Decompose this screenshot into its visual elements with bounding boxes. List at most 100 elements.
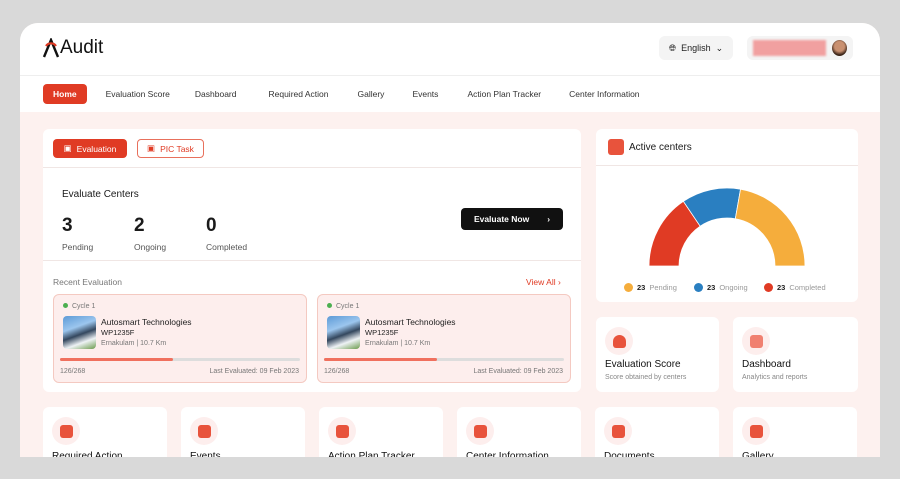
clipboard-icon: ▣ [63,143,72,153]
recent-evaluation-title: Recent Evaluation [53,277,122,287]
tile-gallery[interactable]: Gallery [733,407,857,457]
tile-title: Gallery [742,451,774,457]
building-icon [466,417,494,445]
center-name: Autosmart Technologies [101,317,192,327]
trophy-icon [605,327,633,355]
task-icon: ▣ [147,143,156,153]
legend-completed: 23 Completed [764,283,826,292]
cycle-label: Cycle 1 [327,303,359,310]
image-icon [742,417,770,445]
legend-ongoing: 23 Ongoing [694,283,748,292]
legend-count: 23 [637,283,646,292]
chart-icon [742,327,770,355]
legend-label: Completed [789,283,826,292]
cycle-text: Cycle 1 [336,303,360,310]
progress-bar [60,358,300,361]
nav-action-plan-tracker[interactable]: Action Plan Tracker [467,89,542,99]
view-all-link[interactable]: View All › [526,277,561,287]
app-window: Audit 🌐︎ English ⌄ Home Evaluation Score… [20,23,880,457]
legend-label: Pending [649,283,677,292]
language-label: English [681,43,711,53]
chevron-down-icon: ⌄ [715,42,724,53]
tile-required-action[interactable]: Required Action [43,407,167,457]
avatar[interactable] [832,40,847,56]
tile-subtitle: Analytics and reports [742,374,808,381]
progress-fill [60,358,173,361]
legend-swatch [764,283,773,292]
stat-label: Pending [62,242,94,252]
user-name-redacted [753,40,826,56]
tab-evaluation[interactable]: ▣ Evaluation [53,139,127,158]
cycle-label: Cycle 1 [63,303,95,310]
progress-count: 126/268 [60,368,86,375]
nav-dashboard[interactable]: Dashboard [194,89,237,99]
evaluation-card: ▣ Evaluation ▣ PIC Task Evaluate Centers 3… [43,129,581,392]
center-code: WP1235F [101,328,135,337]
legend-count: 23 [777,283,786,292]
evaluate-now-label: Evaluate Now [473,214,530,224]
legend-swatch [624,283,633,292]
nav-gallery[interactable]: Gallery [357,89,385,99]
progress-count: 126/268 [324,368,350,375]
progress-fill [324,358,437,361]
cycle-text: Cycle 1 [72,303,96,310]
stat-label: Ongoing [134,242,167,252]
tile-title: Required Action [52,451,123,457]
last-evaluated: Last Evaluated: 09 Feb 2023 [473,368,563,375]
active-centers-title: Active centers [629,142,692,153]
tile-evaluation-score[interactable]: Evaluation Score Score obtained by center… [596,317,719,392]
stat-completed: 0 Completed [206,215,247,252]
center-image [63,316,96,349]
logo[interactable]: Audit [42,37,103,59]
header: Audit 🌐︎ English ⌄ [20,23,880,75]
chevron-right-icon: › [557,277,561,287]
building-icon [608,139,624,155]
legend-pending: 23 Pending [624,283,677,292]
tracker-icon [328,417,356,445]
divider [596,165,858,166]
view-all-label: View All [526,277,556,287]
stat-value: 2 [134,215,145,236]
chevron-right-icon: › [547,214,551,224]
tile-action-plan-tracker[interactable]: Action Plan Tracker [319,407,443,457]
active-centers-gauge [648,187,806,267]
tile-title: Events [190,451,221,457]
legend-swatch [694,283,703,292]
recent-evaluation-card[interactable]: Cycle 1 Autosmart Technologies WP1235F E… [53,294,307,383]
divider [43,260,581,261]
status-dot [63,303,68,308]
tile-center-information[interactable]: Center Information [457,407,581,457]
divider [43,167,581,168]
stat-value: 3 [62,215,73,236]
center-code: WP1235F [365,328,399,337]
globe-icon: 🌐︎ [668,42,677,53]
stat-label: Completed [206,242,248,252]
legend-count: 23 [707,283,716,292]
stat-pending: 3 Pending [62,215,93,252]
center-location: Ernakulam | 10.7 Km [101,340,167,347]
main-nav: Home Evaluation Score Dashboard Required… [20,75,880,112]
tile-documents[interactable]: Documents [595,407,719,457]
nav-center-information[interactable]: Center Information [569,89,640,99]
tab-evaluation-label: Evaluation [76,143,117,154]
calendar-icon [190,417,218,445]
user-menu[interactable] [747,36,853,60]
tile-events[interactable]: Events [181,407,305,457]
active-centers-card: Active centers 23 Pending 23 Ongoing 23 Com… [596,129,858,302]
nav-required-action[interactable]: Required Action [268,89,329,99]
recent-evaluation-card[interactable]: Cycle 1 Autosmart Technologies WP1235F E… [317,294,571,383]
tile-title: Evaluation Score [605,359,681,370]
flag-icon [52,417,80,445]
nav-evaluation-score[interactable]: Evaluation Score [105,89,170,99]
tab-pic-task[interactable]: ▣ PIC Task [137,139,204,158]
evaluate-centers-title: Evaluate Centers [62,189,139,200]
tile-title: Documents [604,451,655,457]
nav-home[interactable]: Home [43,84,87,104]
last-evaluated: Last Evaluated: 09 Feb 2023 [209,368,299,375]
language-select[interactable]: 🌐︎ English ⌄ [659,36,733,60]
evaluate-now-button[interactable]: Evaluate Now › [461,208,563,230]
tile-dashboard[interactable]: Dashboard Analytics and reports [733,317,858,392]
tile-title: Action Plan Tracker [328,451,415,457]
gauge-segment-pending [734,188,806,267]
nav-events[interactable]: Events [412,89,439,99]
